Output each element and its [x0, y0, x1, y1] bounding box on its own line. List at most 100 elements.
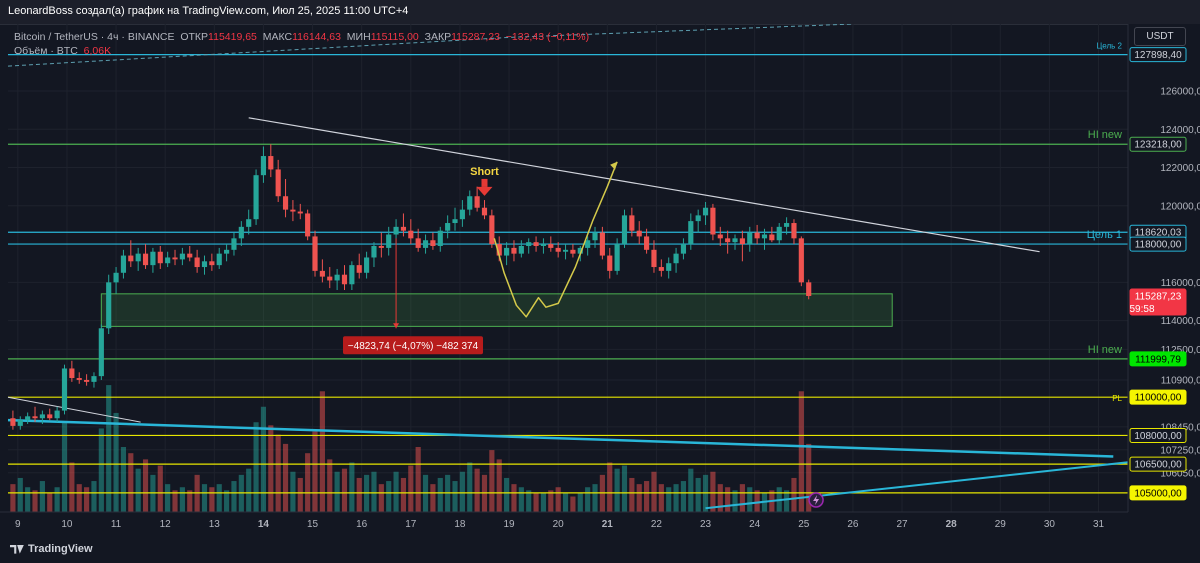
volume-bar [356, 477, 362, 512]
volume-bar [400, 477, 407, 512]
candle-body [702, 207, 709, 216]
candle-body [629, 215, 635, 231]
demand-zone-rect [100, 293, 893, 327]
candle-body [481, 207, 488, 216]
volume-bar [113, 412, 119, 512]
candle-body [636, 230, 642, 237]
lightning-glyph [813, 495, 820, 505]
candle-body [577, 247, 583, 254]
resistance-trendline [248, 117, 1040, 253]
candle-body [201, 261, 208, 268]
volume-bar [201, 484, 208, 512]
old-trendline [7, 396, 141, 423]
volume-bar [319, 391, 325, 512]
time-tick-label: 11 [111, 519, 122, 530]
candle-body [415, 238, 421, 248]
price-tick-label: 116000,00 [1161, 278, 1200, 289]
volume-bar [680, 481, 687, 512]
price-tag-label: 105000,00 [1134, 488, 1182, 499]
price-tag-countdown: 59:58 [1129, 304, 1154, 315]
candle-body [747, 232, 753, 245]
candle-body [393, 226, 399, 235]
candle-body [113, 272, 119, 283]
volume-bar [253, 422, 259, 512]
volume-bar [629, 477, 635, 512]
time-tick-label: 23 [700, 519, 712, 530]
open-value: 115419,65 [208, 31, 257, 43]
tradingview-icon [10, 544, 24, 554]
volume-bar [120, 447, 127, 512]
volume-bar [636, 484, 642, 512]
volume-bar [408, 465, 414, 512]
candle-body [725, 238, 731, 243]
volume-bar [61, 422, 68, 512]
volume-bar [725, 487, 731, 512]
projection-arrow-head [610, 161, 618, 170]
candle-body [386, 234, 392, 248]
candle-body [732, 238, 738, 243]
short-arrow-stem [481, 178, 488, 187]
volume-bar [39, 481, 45, 512]
volume-bar [570, 496, 576, 512]
volume-bar [32, 490, 38, 512]
candle-body [54, 410, 60, 419]
low-value: 115115,00 [370, 31, 419, 43]
candle-body [784, 223, 790, 227]
volume-bar [98, 428, 104, 512]
currency-button[interactable]: USDT [1134, 27, 1186, 46]
candle-body [511, 247, 517, 254]
tradingview-logo[interactable]: TradingView [10, 543, 93, 555]
candle-body [599, 232, 605, 256]
short-label: Short [470, 166, 499, 178]
price-tag-label: 106500,00 [1134, 460, 1182, 471]
volume-bar [327, 459, 333, 512]
candle-body [570, 249, 576, 254]
volume-bar [452, 481, 458, 512]
time-tick-label: 13 [209, 519, 221, 530]
time-tick-label: 16 [356, 519, 368, 530]
time-axis[interactable]: 9 10 11 12 13 14 15 16 17 18 19 20 21 22 23 24 25 26 27 28 2… [0, 511, 1128, 530]
volume-bar [290, 471, 296, 512]
candle-body [341, 274, 348, 285]
candle-body [651, 249, 657, 268]
price-chart[interactable]: Цель 2 HI new Цель 1 HI new PL Short −4823,74… [0, 24, 1200, 538]
volume-bar [142, 459, 149, 512]
upper-dashed-trendline [7, 24, 853, 67]
volume-bar [562, 493, 569, 512]
symbol-name[interactable]: Bitcoin / TetherUS · 4ч · BINANCE [14, 31, 175, 43]
volume-bar [224, 490, 230, 512]
candle-body [658, 267, 664, 271]
volume-legend-row: Объём · BTC 6,06K [14, 44, 589, 58]
volume-bar [106, 385, 112, 512]
price-tag [1129, 236, 1187, 252]
time-tick-label: 31 [1093, 519, 1105, 530]
level-label: Цель 2 [1096, 42, 1122, 51]
volume-bar [76, 484, 82, 512]
time-tick-label: 27 [896, 519, 908, 530]
volume-label[interactable]: Объём · BTC [14, 45, 78, 57]
time-tick-label: 26 [847, 519, 859, 530]
candle-body [312, 236, 318, 271]
volume-bar [47, 493, 53, 512]
time-tick-label: 22 [651, 519, 663, 530]
candle-body [98, 328, 104, 377]
price-tag [1129, 389, 1187, 405]
volume-bar [430, 484, 436, 512]
volume-bar [10, 484, 16, 512]
price-axis[interactable]: 126000,00 124000,00 122000,00 120000,00 1160… [1127, 24, 1200, 538]
symbol-legend: Bitcoin / TetherUS · 4ч · BINANCE ОТКР11… [14, 30, 589, 58]
candle-body [25, 416, 31, 421]
volume-bar [378, 484, 384, 512]
candle-body [526, 242, 532, 246]
volume-bar [275, 434, 281, 512]
candle-body [540, 244, 547, 246]
candle-body [69, 368, 75, 379]
volume-bar [25, 487, 31, 512]
volume-bar [268, 425, 274, 512]
price-tick-label: 122000,00 [1160, 163, 1200, 174]
candle-body [695, 215, 701, 222]
candle-body [356, 265, 362, 273]
candle-body [717, 234, 723, 239]
volume-bar [489, 450, 495, 512]
volume-bar [717, 484, 723, 512]
